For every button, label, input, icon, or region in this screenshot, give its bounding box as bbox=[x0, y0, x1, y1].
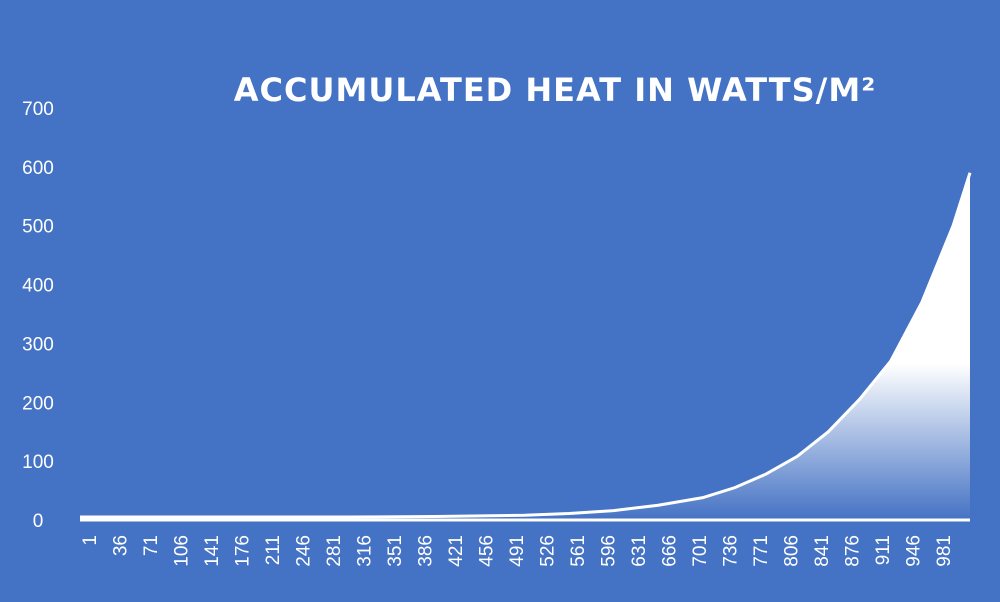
x-tick-label: 421 bbox=[446, 535, 467, 567]
y-tick-label: 100 bbox=[22, 452, 54, 473]
x-tick-label: 666 bbox=[660, 535, 681, 567]
y-tick-label: 500 bbox=[22, 217, 54, 238]
y-tick-label: 200 bbox=[22, 393, 54, 414]
x-tick-label: 1 bbox=[80, 535, 101, 546]
y-tick-label: 0 bbox=[33, 511, 44, 532]
x-tick-label: 771 bbox=[751, 535, 772, 567]
x-tick-label: 561 bbox=[568, 535, 589, 567]
x-tick-label: 701 bbox=[690, 535, 711, 567]
x-axis: 1 36 71 106 141 176 211 246 281 316 351 386 421 456 49… bbox=[80, 535, 955, 567]
x-tick-label: 246 bbox=[294, 535, 315, 567]
x-tick-label: 351 bbox=[385, 535, 406, 567]
x-tick-label: 806 bbox=[782, 535, 803, 567]
x-tick-label: 176 bbox=[233, 535, 254, 567]
x-tick-label: 841 bbox=[812, 535, 833, 567]
x-tick-label: 141 bbox=[202, 535, 223, 567]
area-series bbox=[80, 172, 970, 520]
x-tick-label: 876 bbox=[843, 535, 864, 567]
y-tick-label: 300 bbox=[22, 334, 54, 355]
plot-area bbox=[80, 172, 972, 522]
y-axis: 0 100 200 300 400 500 600 700 bbox=[22, 99, 54, 532]
y-tick-label: 400 bbox=[22, 276, 54, 297]
x-tick-label: 981 bbox=[934, 535, 955, 567]
x-tick-label: 456 bbox=[477, 535, 498, 567]
x-tick-label: 596 bbox=[599, 535, 620, 567]
x-tick-label: 386 bbox=[416, 535, 437, 567]
x-tick-label: 316 bbox=[355, 535, 376, 567]
x-tick-label: 946 bbox=[904, 535, 925, 567]
area-series-edge bbox=[80, 172, 972, 519]
y-tick-label: 700 bbox=[22, 99, 54, 120]
x-tick-label: 281 bbox=[324, 535, 345, 567]
x-tick-label: 911 bbox=[873, 535, 894, 565]
x-tick-label: 736 bbox=[721, 535, 742, 567]
x-tick-label: 106 bbox=[172, 535, 193, 567]
x-tick-label: 631 bbox=[629, 535, 650, 567]
x-tick-label: 491 bbox=[507, 535, 528, 567]
y-tick-label: 600 bbox=[22, 158, 54, 179]
x-tick-label: 36 bbox=[111, 535, 132, 556]
x-tick-label: 211 bbox=[263, 535, 284, 565]
x-tick-label: 71 bbox=[141, 535, 162, 556]
chart-title: ACCUMULATED HEAT IN WATTS/M² bbox=[234, 71, 876, 109]
x-tick-label: 526 bbox=[538, 535, 559, 567]
